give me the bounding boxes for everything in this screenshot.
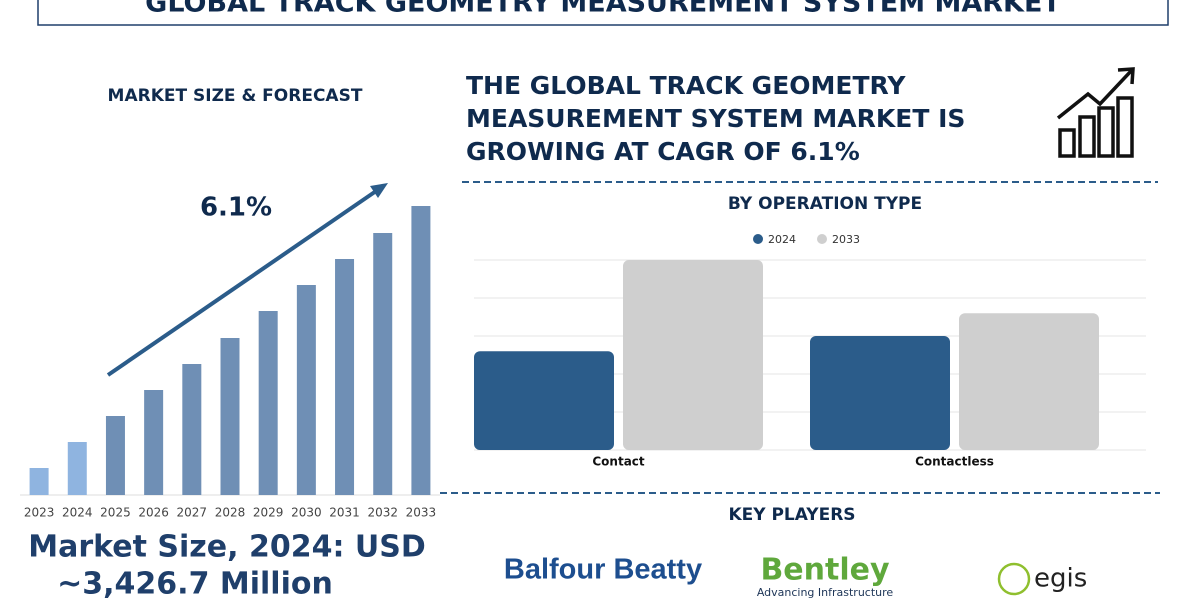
cagr-label: 6.1% [200, 193, 272, 223]
x-tick-label: 2028 [215, 506, 246, 520]
headline: THE GLOBAL TRACK GEOMETRY [466, 71, 906, 100]
bar [29, 468, 49, 495]
logo-icon [997, 562, 1031, 596]
bar [623, 260, 763, 450]
x-tick-label: 2025 [100, 506, 131, 520]
bar [411, 206, 431, 495]
x-tick-label: 2024 [62, 506, 93, 520]
legend-swatch [753, 234, 763, 244]
company-logo: Bentley [760, 553, 890, 588]
bar [373, 233, 393, 495]
x-tick-label: 2030 [291, 506, 322, 520]
x-tick-label: 2033 [406, 506, 437, 520]
chart-title: MARKET SIZE & FORECAST [108, 86, 363, 106]
bar [959, 313, 1099, 450]
company-logo: Balfour Beatty [504, 554, 702, 586]
x-tick-label: 2023 [24, 506, 55, 520]
x-tick-label: 2026 [138, 506, 169, 520]
legend-label: 2033 [832, 233, 860, 246]
bar [474, 351, 614, 450]
market-size: Market Size, 2024: USD [28, 530, 426, 565]
legend-label: 2024 [768, 233, 796, 246]
market-size: ~3,426.7 Million [57, 567, 333, 600]
x-tick-label: 2029 [253, 506, 284, 520]
bar [296, 285, 316, 495]
title-box [37, 0, 1169, 26]
x-tick-label: Contactless [915, 455, 994, 469]
company-logo: egis [1034, 564, 1087, 594]
bar [335, 259, 355, 495]
bar [182, 364, 202, 495]
headline: GROWING AT CAGR OF 6.1% [466, 137, 860, 166]
arrow-head [370, 183, 388, 198]
page-title: GLOBAL TRACK GEOMETRY MEASUREMENT SYSTEM… [145, 0, 1061, 19]
headline: MEASUREMENT SYSTEM MARKET IS [466, 104, 965, 133]
x-tick-label: 2031 [329, 506, 360, 520]
x-tick-label: 2027 [177, 506, 208, 520]
x-tick-label: 2032 [367, 506, 398, 520]
bar [67, 442, 87, 495]
bar [144, 390, 164, 495]
company-tagline: Advancing Infrastructure [757, 586, 894, 599]
x-tick-label: Contact [592, 455, 645, 469]
bar [810, 336, 950, 450]
bar [258, 311, 278, 495]
bar [105, 416, 125, 495]
chart-title: BY OPERATION TYPE [728, 194, 922, 214]
legend-swatch [817, 234, 827, 244]
growth-icon [1056, 67, 1135, 158]
trend-arrow [106, 185, 384, 377]
bar [220, 338, 240, 495]
section-title: KEY PLAYERS [728, 505, 855, 525]
